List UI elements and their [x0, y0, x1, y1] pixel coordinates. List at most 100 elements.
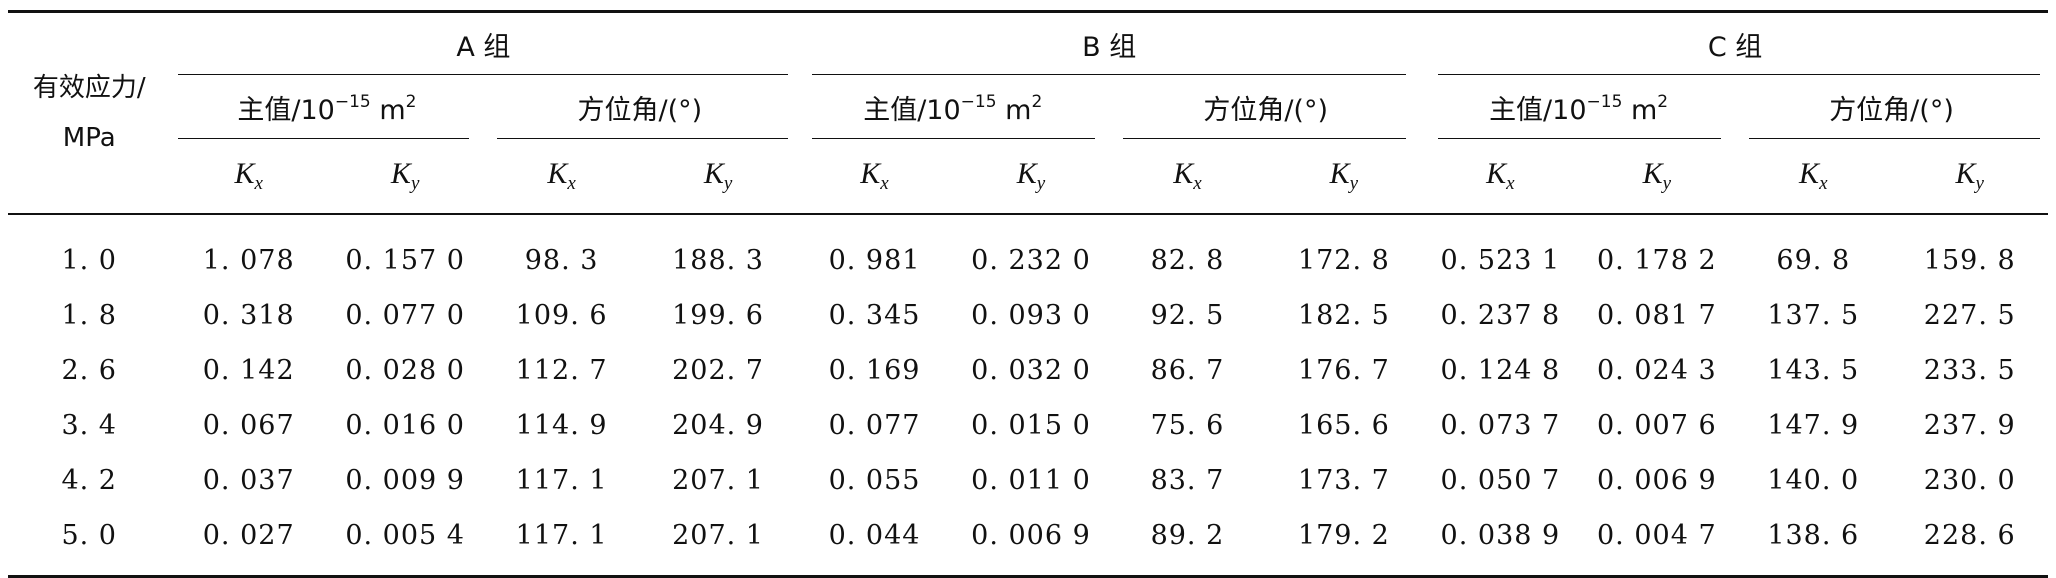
table-row: 3. 4 0. 067 0. 016 0 114. 9 204. 9 0. 077 0. 0… [8, 398, 2048, 453]
group-a-label: A 组 [456, 31, 511, 63]
cell-b-ky: 0. 006 9 [952, 508, 1110, 578]
azimuth-label: 方位角/(°) [1203, 94, 1328, 126]
cell-c-ax: 140. 0 [1767, 465, 1860, 496]
y-subscript: y [1975, 173, 1984, 194]
cell-c-ax: 138. 6 [1735, 508, 1892, 578]
cell-c-kx: 0. 237 8 [1440, 300, 1561, 331]
cell-a-ay: 207. 1 [639, 508, 797, 578]
c-az-ky-header: Ky [1891, 139, 2048, 215]
c-azimuth-rule [1749, 138, 2040, 139]
cell-a-ky: 0. 016 0 [345, 410, 465, 441]
cell-b-ay: 165. 6 [1297, 410, 1390, 441]
x-subscript: x [880, 173, 889, 194]
k-symbol: K [1486, 157, 1507, 190]
cell-a-kx: 0. 027 [170, 508, 327, 578]
c-principal-header: 主值/10−15 m2 [1422, 75, 1735, 139]
cell-c-ax: 69. 8 [1776, 245, 1851, 276]
b-kx-header: Kx [796, 139, 953, 215]
cell-b-ax: 82. 8 [1150, 245, 1225, 276]
cell-a-ky: 0. 028 0 [345, 355, 465, 386]
k-symbol: K [1329, 157, 1350, 190]
azimuth-label: 方位角/(°) [1829, 94, 1954, 126]
y-subscript: y [1036, 173, 1046, 194]
cell-b-kx: 0. 055 [828, 465, 921, 496]
k-symbol: K [1955, 157, 1976, 190]
stress-header-line1: 有效应力/ [32, 73, 146, 103]
x-subscript: x [254, 173, 263, 194]
group-c-rule [1438, 74, 2040, 75]
k-symbol: K [234, 157, 255, 190]
a-az-kx-header: Kx [483, 139, 640, 215]
b-azimuth-header: 方位角/(°) [1109, 75, 1422, 139]
cell-b-kx: 0. 077 [828, 410, 921, 441]
principal-unit: m [370, 94, 406, 126]
group-a-rule [178, 74, 789, 75]
cell-a-kx: 0. 037 [202, 465, 295, 496]
cell-a-ax: 114. 9 [515, 410, 608, 441]
x-subscript: x [567, 173, 576, 194]
cell-stress: 1. 8 [61, 300, 117, 331]
cell-c-ay: 233. 5 [1923, 355, 2016, 386]
header-row-variables: Kx Ky Kx Ky Kx Ky Kx Ky Kx Ky Kx Ky [8, 139, 2048, 215]
cell-c-ax: 143. 5 [1767, 355, 1860, 386]
principal-exp: −15 [960, 91, 997, 112]
cell-a-kx: 0. 142 [202, 355, 295, 386]
cell-b-ax: 92. 5 [1150, 300, 1225, 331]
cell-b-kx: 0. 169 [828, 355, 921, 386]
k-symbol: K [703, 157, 724, 190]
cell-c-ky: 0. 024 3 [1597, 355, 1717, 386]
cell-c-ay: 227. 5 [1923, 300, 2016, 331]
cell-b-ay: 172. 8 [1297, 245, 1390, 276]
c-ky-header: Ky [1578, 139, 1736, 215]
stress-header-line2: MPa [62, 123, 116, 153]
cell-c-kx: 0. 038 9 [1422, 508, 1579, 578]
c-az-kx-header: Kx [1735, 139, 1892, 215]
b-az-kx-header: Kx [1109, 139, 1266, 215]
cell-b-ky: 0. 232 0 [971, 245, 1091, 276]
y-subscript: y [723, 173, 733, 194]
cell-a-ky: 0. 157 0 [345, 245, 465, 276]
cell-c-ax: 137. 5 [1767, 300, 1860, 331]
b-az-ky-header: Ky [1265, 139, 1423, 215]
cell-b-ay: 182. 5 [1297, 300, 1390, 331]
cell-b-ky: 0. 015 0 [971, 410, 1091, 441]
cell-b-kx: 0. 345 [828, 300, 921, 331]
cell-a-ax: 98. 3 [524, 245, 599, 276]
cell-a-ax: 109. 6 [515, 300, 608, 331]
cell-a-ax: 117. 1 [483, 508, 640, 578]
y-subscript: y [1662, 173, 1672, 194]
principal-exp: −15 [334, 91, 371, 112]
cell-a-kx: 0. 318 [202, 300, 295, 331]
cell-b-ax: 89. 2 [1109, 508, 1266, 578]
a-azimuth-rule [497, 138, 789, 139]
header-row-subgroups: 主值/10−15 m2 方位角/(°) 主值/10−15 m2 方位角/(°) … [8, 75, 2048, 139]
y-subscript: y [410, 173, 420, 194]
group-c-header: C 组 [1422, 10, 2048, 75]
a-kx-header: Kx [170, 139, 327, 215]
cell-c-ay: 159. 8 [1923, 245, 2016, 276]
k-symbol: K [1799, 157, 1820, 190]
principal-unit-exp: 2 [405, 91, 417, 112]
cell-b-ay: 173. 7 [1297, 465, 1390, 496]
effective-stress-header: 有效应力/ MPa [8, 10, 171, 215]
cell-a-ax: 117. 1 [515, 465, 608, 496]
c-principal-rule [1438, 138, 1722, 139]
cell-c-ky: 0. 007 6 [1597, 410, 1717, 441]
table-body: 1. 0 1. 078 0. 157 0 98. 3 188. 3 0. 981 0. 23… [8, 214, 2048, 578]
b-azimuth-rule [1123, 138, 1407, 139]
a-principal-rule [178, 138, 470, 139]
cell-a-kx: 1. 078 [202, 245, 295, 276]
cell-b-ky: 0. 011 0 [971, 465, 1091, 496]
cell-b-ky: 0. 093 0 [971, 300, 1091, 331]
k-symbol: K [390, 157, 411, 190]
k-symbol: K [1173, 157, 1194, 190]
group-b-header: B 组 [796, 10, 1423, 75]
cell-c-ay: 237. 9 [1923, 410, 2016, 441]
table-row: 1. 0 1. 078 0. 157 0 98. 3 188. 3 0. 981 0. 23… [8, 214, 2048, 288]
cell-c-kx: 0. 124 8 [1440, 355, 1561, 386]
cell-a-ay: 188. 3 [672, 245, 764, 276]
azimuth-label: 方位角/(°) [577, 94, 703, 126]
cell-b-kx: 0. 044 [796, 508, 953, 578]
principal-prefix: 主值/10 [237, 94, 335, 126]
